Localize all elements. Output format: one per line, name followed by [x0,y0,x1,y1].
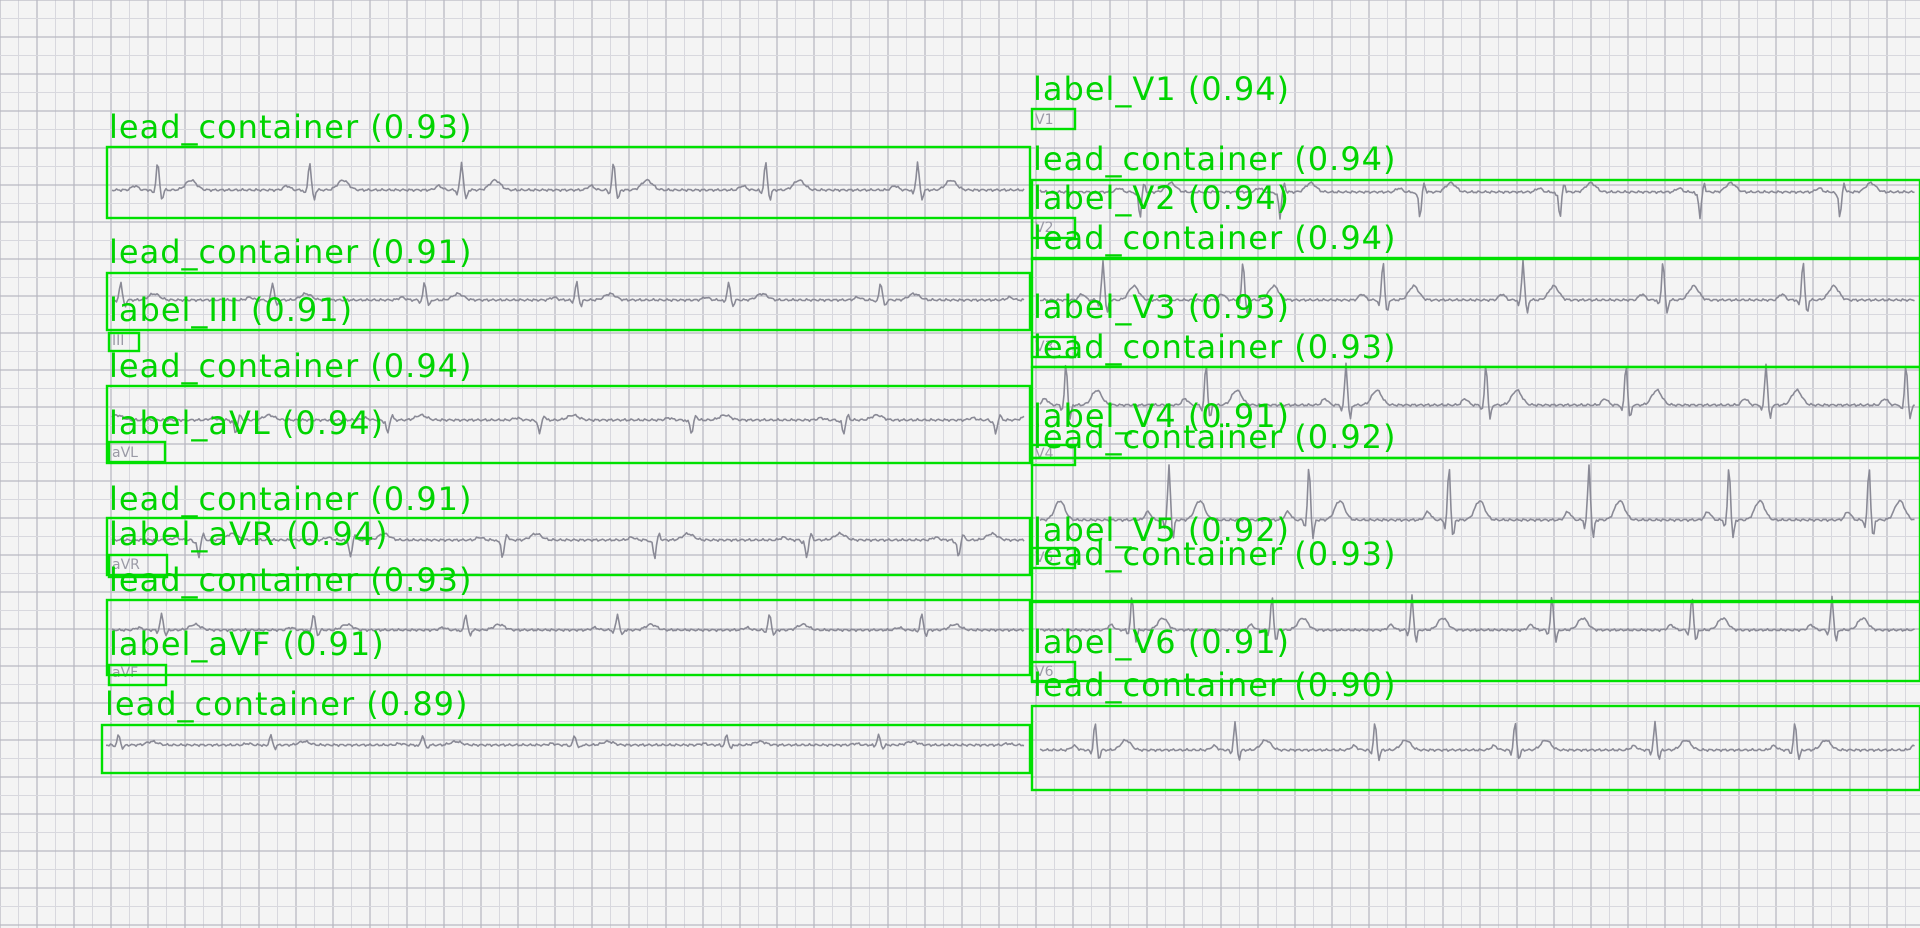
lead-container-box-4 [105,516,1032,577]
printed-lead-labels: III aVL aVR aVF V1 V2 V3 V4 V5 V6 [112,112,1054,681]
ecg-trace-7 [1039,181,1915,220]
lead-container-label-11: lead_container (0.93) [1033,535,1397,573]
lead-container-boxes [100,145,1920,792]
label-box-iii [107,331,141,353]
lead-label-text-v2: label_V2 (0.94) [1033,179,1290,217]
label-box-v4 [1030,443,1077,467]
lead-container-box-3 [105,384,1032,465]
label-box-v3 [1030,335,1077,359]
lead-container-label-1: lead_container (0.93) [109,108,473,146]
ecg-trace-5 [111,612,1025,637]
printed-label-v5: V5 [1035,550,1053,566]
lead-container-box-5 [105,598,1032,677]
printed-label-avf: aVF [112,665,138,681]
label-box-avr [107,553,169,579]
lead-label-text-avf: label_aVF (0.91) [109,625,385,663]
label-box-avf [107,663,168,687]
printed-label-avl: aVL [112,445,138,461]
lead-container-label-5: lead_container (0.93) [109,561,473,599]
lead-label-text-iii: label_III (0.91) [109,291,353,329]
label-box-v5 [1030,546,1077,570]
lead-container-label-2: lead_container (0.91) [109,233,473,271]
lead-label-boxes [107,107,1077,687]
lead-container-box-6 [100,723,1032,775]
ecg-trace-11 [1039,594,1915,643]
label-box-avl [107,440,167,464]
ecg-trace-9 [1039,362,1916,420]
lead-container-label-9: lead_container (0.93) [1033,328,1397,366]
lead-container-box-2 [105,271,1032,332]
ecg-trace-6 [106,733,1025,751]
printed-label-v1: V1 [1035,112,1053,128]
lead-label-text-avl: label_aVL (0.94) [109,404,384,442]
ecg-trace-1 [111,161,1025,201]
label-box-v6 [1030,660,1077,684]
lead-label-text-v3: label_V3 (0.93) [1033,288,1290,326]
lead-container-label-4: lead_container (0.91) [109,480,473,518]
ecg-traces [106,161,1916,762]
ecg-trace-3 [111,413,1025,435]
lead-container-label-7: lead_container (0.94) [1033,140,1397,178]
lead-container-label-12: lead_container (0.90) [1033,666,1397,704]
lead-container-box-1 [105,145,1032,220]
lead-container-label-3: lead_container (0.94) [109,347,473,385]
printed-label-v3: V3 [1035,339,1053,355]
lead-container-box-11 [1030,600,1920,683]
printed-label-iii: III [112,333,124,349]
ecg-trace-4 [111,531,1025,560]
label-box-v1 [1030,107,1077,131]
lead-container-label-8: lead_container (0.94) [1033,219,1397,257]
lead-container-box-12 [1030,704,1920,792]
label-box-v2 [1030,216,1077,240]
printed-label-avr: aVR [112,557,140,573]
ecg-trace-12 [1039,720,1915,762]
printed-label-v2: V2 [1035,220,1053,236]
lead-container-label-6: lead_container (0.89) [105,685,469,723]
lead-label-text-v1: label_V1 (0.94) [1033,70,1290,108]
lead-label-text-v5: label_V5 (0.92) [1033,511,1290,549]
ecg-trace-8 [1040,259,1915,314]
lead-label-text-avr: label_aVR (0.94) [109,515,389,553]
detection-labels: lead_container (0.93) lead_container (0.… [105,70,1397,723]
lead-label-text-v4: label_V4 (0.91) [1033,397,1290,435]
ecg-trace-10 [1039,464,1915,540]
lead-container-label-10: lead_container (0.92) [1033,418,1397,456]
printed-label-v6: V6 [1035,664,1054,680]
lead-label-text-v6: label_V6 (0.91) [1033,623,1290,661]
ecg-trace-2 [111,280,1025,308]
